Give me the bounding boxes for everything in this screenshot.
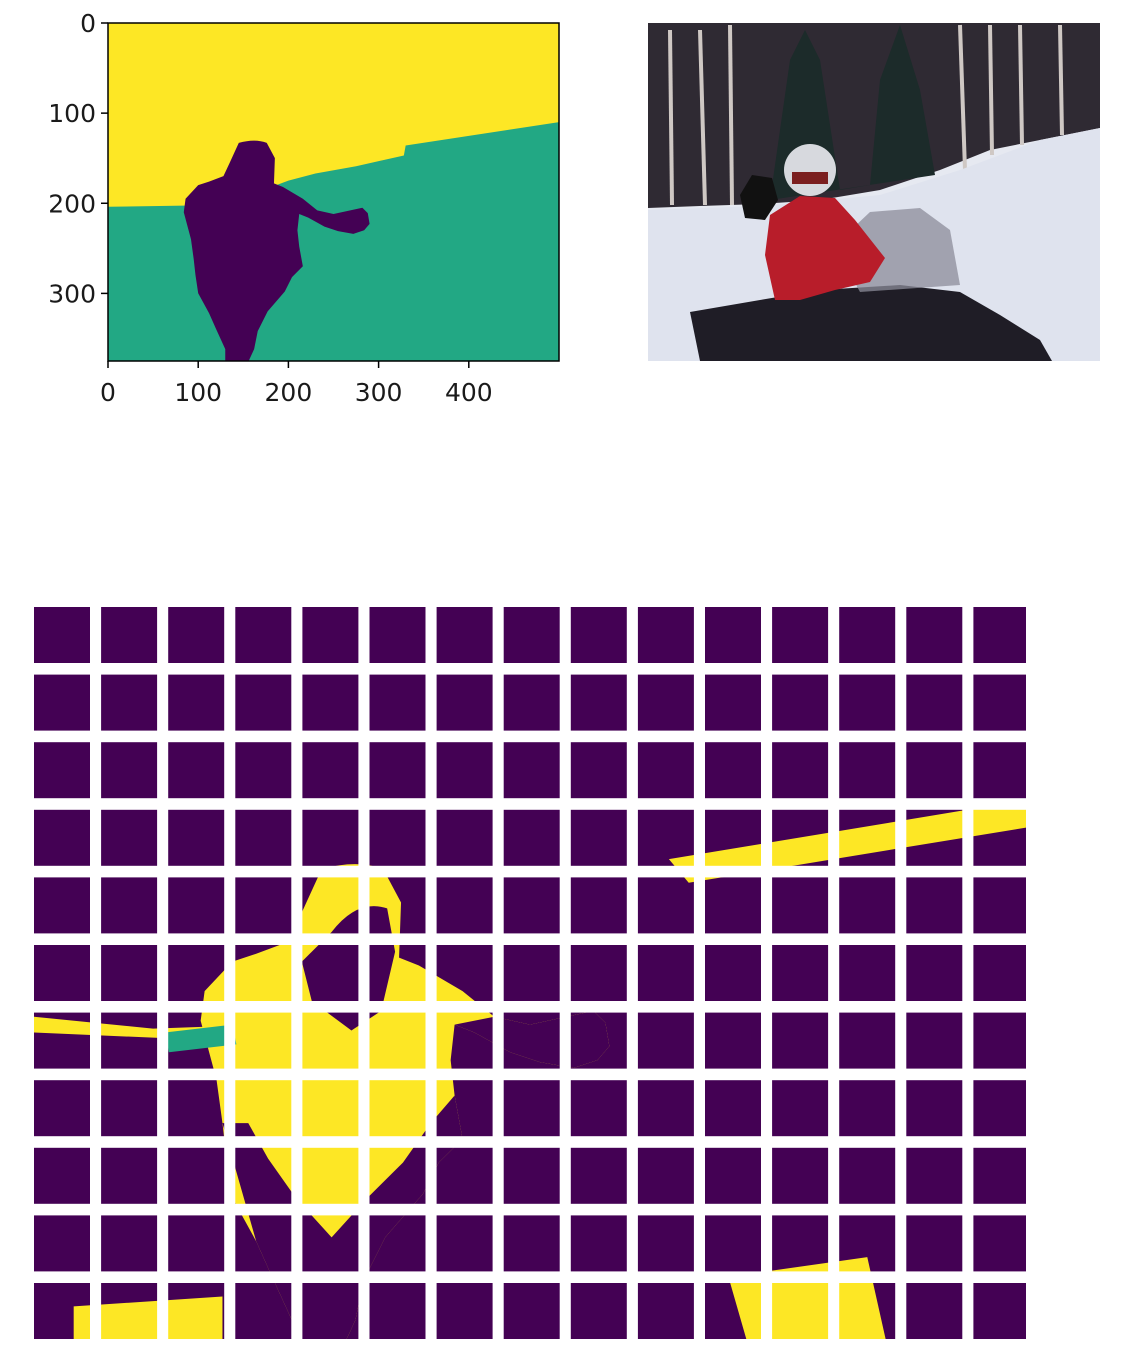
x-tick-label: 0: [100, 378, 116, 407]
snowmobile: [690, 285, 1052, 361]
y-tick-label: 0: [80, 9, 96, 38]
patch-background: [34, 607, 1026, 1346]
goggles: [792, 172, 828, 184]
helmet: [784, 144, 836, 196]
x-tick-label: 100: [174, 378, 222, 407]
x-tick-label: 300: [355, 378, 403, 407]
birch-trunks: [668, 24, 1064, 206]
patch-overlay: [34, 800, 1026, 1346]
mask-x-axis: 0 100 200 300 400: [100, 361, 493, 407]
forest-band: [648, 23, 1100, 208]
rider-jacket: [765, 196, 885, 300]
x-tick-label: 200: [265, 378, 313, 407]
patch-grid-panel: [34, 607, 1026, 1346]
y-tick-label: 300: [48, 279, 96, 308]
mask-axes-frame: [107, 22, 560, 362]
y-tick-label: 100: [48, 99, 96, 128]
mask-y-axis: 0 100 200 300: [48, 9, 108, 308]
y-tick-label: 200: [48, 189, 96, 218]
photo-panel: [648, 23, 1100, 361]
segmentation-mask-panel: [108, 23, 559, 361]
x-tick-label: 400: [445, 378, 493, 407]
waving-glove: [740, 175, 778, 220]
